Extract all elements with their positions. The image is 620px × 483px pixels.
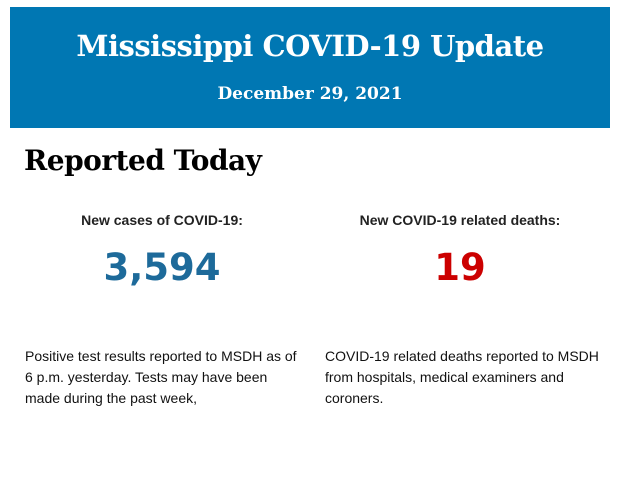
deaths-description: COVID-19 related deaths reported to MSDH… bbox=[325, 348, 599, 406]
cases-label: New cases of COVID-19: bbox=[81, 212, 243, 228]
page-title: Mississippi COVID-19 Update bbox=[76, 29, 544, 63]
cases-description: Positive test results reported to MSDH a… bbox=[25, 348, 297, 406]
cases-panel: New cases of COVID-19: 3,594 bbox=[22, 212, 302, 289]
deaths-label: New COVID-19 related deaths: bbox=[359, 212, 561, 228]
deaths-value: 19 bbox=[434, 246, 486, 289]
section-title: Reported Today bbox=[24, 144, 262, 177]
header-banner: Mississippi COVID-19 Update December 29,… bbox=[10, 7, 610, 128]
deaths-panel: New COVID-19 related deaths: 19 bbox=[320, 212, 600, 289]
cases-value: 3,594 bbox=[103, 246, 221, 289]
report-date: December 29, 2021 bbox=[217, 84, 403, 104]
